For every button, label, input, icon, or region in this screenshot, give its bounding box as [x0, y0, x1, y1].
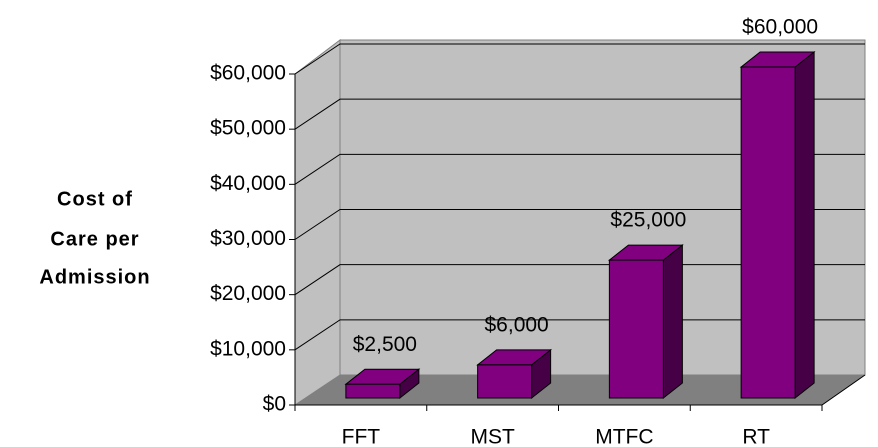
x-tick-label: MST [470, 426, 515, 447]
y-tick-label: $20,000 [210, 282, 286, 305]
y-axis-title: Cost of [57, 188, 133, 210]
grid-line [294, 209, 865, 240]
side-wall [294, 38, 341, 406]
grid-line [294, 264, 865, 296]
y-tick-label: $10,000 [210, 337, 286, 360]
bar [608, 259, 664, 399]
y-axis-title: Care per [50, 228, 139, 250]
grid-line [294, 153, 865, 185]
grid-line [294, 98, 865, 130]
data-label: $2,500 [353, 333, 417, 356]
grid-line [294, 319, 865, 351]
bar [740, 66, 796, 399]
data-label: $25,000 [610, 209, 686, 232]
x-tick-label: RT [742, 426, 770, 447]
data-label: $60,000 [742, 16, 818, 39]
y-tick-label: $50,000 [210, 117, 286, 140]
grid-line [294, 43, 865, 75]
y-tick-label: $60,000 [210, 62, 286, 85]
bar-side [662, 244, 683, 400]
bar-side [794, 50, 815, 400]
bar [345, 383, 401, 399]
floor [295, 375, 865, 405]
bar [477, 364, 533, 399]
x-tick-label: FFT [342, 426, 381, 447]
y-tick-label: $0 [263, 393, 286, 416]
data-label: $6,000 [485, 313, 549, 336]
y-axis-title: Admission [39, 266, 150, 288]
x-tick-label: MTFC [595, 426, 653, 447]
y-tick-label: $40,000 [210, 172, 286, 195]
y-tick-label: $30,000 [210, 227, 286, 250]
